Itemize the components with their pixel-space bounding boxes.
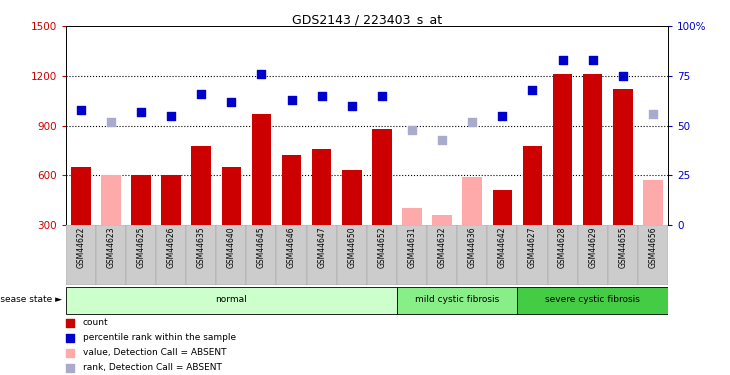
Bar: [282, 155, 301, 225]
Point: [255, 71, 267, 77]
Point: [437, 136, 448, 142]
Point: [165, 112, 177, 118]
Text: rank, Detection Call = ABSENT: rank, Detection Call = ABSENT: [82, 363, 221, 372]
Text: GSM44631: GSM44631: [407, 227, 417, 268]
Point: [376, 93, 388, 99]
Text: disease state ►: disease state ►: [0, 296, 62, 304]
Bar: [607, 225, 638, 285]
Text: severe cystic fibrosis: severe cystic fibrosis: [545, 296, 640, 304]
Point: [466, 118, 478, 124]
Text: GSM44646: GSM44646: [287, 227, 296, 268]
Bar: [312, 149, 331, 225]
Text: GSM44628: GSM44628: [558, 227, 567, 268]
Bar: [397, 225, 427, 285]
Bar: [488, 225, 518, 285]
Bar: [221, 167, 241, 225]
Text: GSM44647: GSM44647: [317, 227, 326, 268]
Bar: [638, 225, 668, 285]
Text: percentile rank within the sample: percentile rank within the sample: [82, 333, 236, 342]
Bar: [66, 225, 96, 285]
Text: GSM44625: GSM44625: [137, 227, 145, 268]
Text: GSM44629: GSM44629: [588, 227, 597, 268]
Bar: [216, 225, 247, 285]
Point: [496, 112, 508, 118]
Bar: [553, 74, 572, 225]
Point: [75, 107, 87, 113]
Text: GSM44632: GSM44632: [437, 227, 447, 268]
Text: GSM44627: GSM44627: [528, 227, 537, 268]
Bar: [523, 146, 542, 225]
Text: GSM44656: GSM44656: [648, 227, 658, 268]
Bar: [427, 225, 457, 285]
Bar: [337, 225, 367, 285]
Point: [526, 87, 538, 93]
Bar: [191, 146, 211, 225]
Point: [587, 57, 599, 63]
Bar: [493, 190, 512, 225]
Bar: [397, 286, 518, 314]
Text: GSM44655: GSM44655: [618, 227, 627, 268]
Text: GSM44652: GSM44652: [377, 227, 386, 268]
Point: [226, 99, 237, 105]
Bar: [96, 225, 126, 285]
Text: GSM44636: GSM44636: [468, 227, 477, 268]
Bar: [518, 286, 668, 314]
Bar: [583, 74, 602, 225]
Text: mild cystic fibrosis: mild cystic fibrosis: [415, 296, 499, 304]
Text: GSM44642: GSM44642: [498, 227, 507, 268]
Bar: [101, 176, 120, 225]
Bar: [126, 225, 156, 285]
Text: GSM44626: GSM44626: [166, 227, 176, 268]
Text: GSM44645: GSM44645: [257, 227, 266, 268]
Bar: [643, 180, 663, 225]
Bar: [186, 225, 216, 285]
Point: [557, 57, 569, 63]
Text: count: count: [82, 318, 108, 327]
Bar: [548, 225, 577, 285]
Bar: [613, 89, 633, 225]
Bar: [161, 176, 181, 225]
Point: [647, 111, 658, 117]
Bar: [518, 225, 548, 285]
Point: [406, 127, 418, 133]
Point: [346, 103, 358, 109]
Bar: [577, 225, 607, 285]
Point: [316, 93, 328, 99]
Point: [196, 91, 207, 97]
Point: [285, 97, 297, 103]
Bar: [342, 170, 361, 225]
Point: [64, 350, 76, 355]
Point: [617, 73, 629, 79]
Bar: [307, 225, 337, 285]
Text: GSM44623: GSM44623: [107, 227, 115, 268]
Bar: [247, 225, 277, 285]
Bar: [277, 225, 307, 285]
Text: GDS2143 / 223403_s_at: GDS2143 / 223403_s_at: [292, 13, 442, 26]
Bar: [457, 225, 488, 285]
Text: GSM44635: GSM44635: [196, 227, 206, 268]
Bar: [462, 177, 482, 225]
Bar: [372, 129, 392, 225]
Point: [64, 334, 76, 340]
Bar: [66, 286, 397, 314]
Point: [64, 364, 76, 370]
Text: value, Detection Call = ABSENT: value, Detection Call = ABSENT: [82, 348, 226, 357]
Point: [105, 118, 117, 124]
Bar: [402, 209, 422, 225]
Bar: [432, 215, 452, 225]
Bar: [252, 114, 272, 225]
Bar: [71, 167, 91, 225]
Text: GSM44622: GSM44622: [76, 227, 85, 268]
Text: GSM44650: GSM44650: [347, 227, 356, 268]
Text: normal: normal: [215, 296, 247, 304]
Point: [64, 320, 76, 326]
Bar: [131, 176, 151, 225]
Text: GSM44640: GSM44640: [227, 227, 236, 268]
Point: [135, 109, 147, 115]
Bar: [156, 225, 186, 285]
Bar: [367, 225, 397, 285]
